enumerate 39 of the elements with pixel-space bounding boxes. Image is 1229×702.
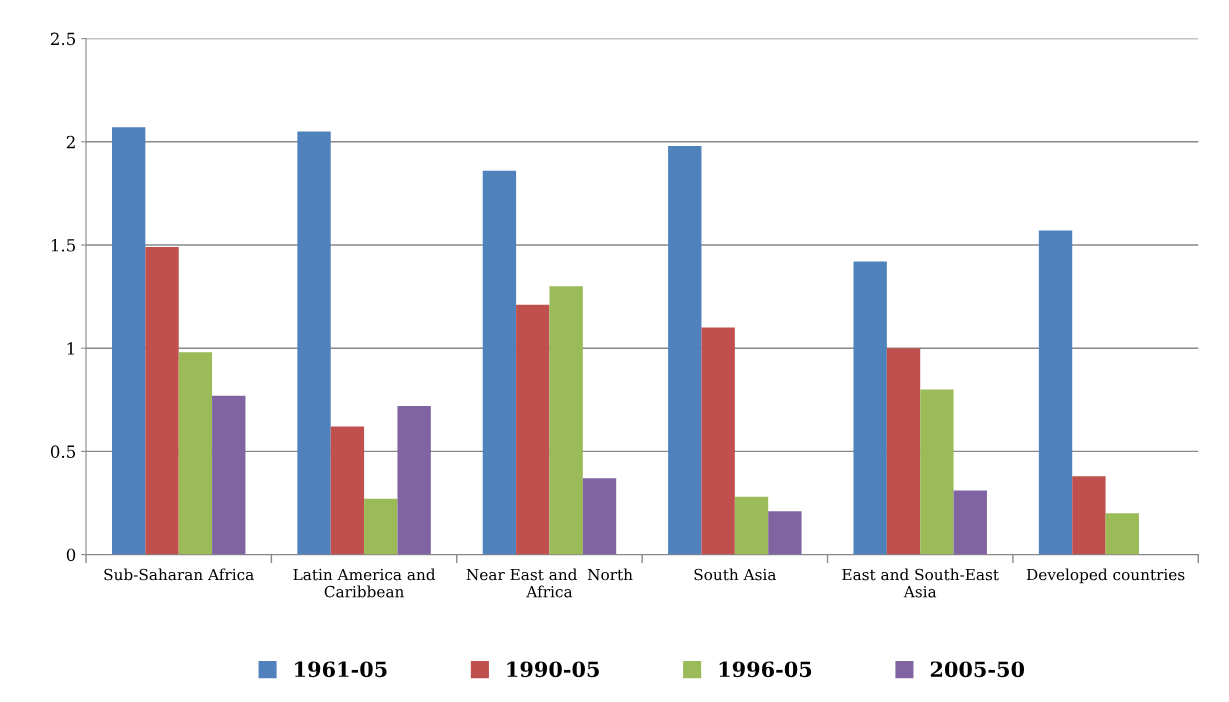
y-tick-label: 1.5 — [51, 238, 76, 252]
bar — [516, 304, 550, 555]
bar — [886, 348, 921, 555]
bar — [920, 389, 954, 555]
x-tick-label: East and South-East Asia — [842, 568, 999, 598]
bar — [145, 247, 179, 555]
legend-label: 1996-05 — [719, 661, 812, 678]
bar — [482, 170, 517, 555]
bar — [768, 511, 802, 555]
bar — [297, 131, 331, 555]
legend-label: 1990-05 — [507, 661, 599, 678]
bar — [111, 127, 146, 555]
bar — [1072, 476, 1106, 555]
bar — [549, 286, 583, 555]
bar — [1105, 513, 1139, 555]
legend-label: 2005-50 — [930, 661, 1025, 678]
bar — [582, 478, 617, 555]
bar — [397, 405, 431, 555]
bar — [212, 395, 246, 555]
bar — [178, 352, 213, 555]
bar — [364, 498, 398, 555]
x-tick-label: Near East and North Africa — [466, 568, 633, 598]
bar — [734, 496, 769, 555]
y-tick-label: 2.5 — [50, 32, 76, 46]
bar — [330, 426, 365, 555]
bar — [668, 145, 702, 555]
bar — [701, 327, 735, 555]
y-tick-label: 1 — [67, 342, 74, 355]
x-tick-label: South Asia — [694, 568, 777, 581]
bar — [1038, 230, 1073, 555]
y-tick-label: 0.5 — [50, 445, 76, 458]
y-tick-label: 0 — [66, 548, 76, 562]
bar — [853, 261, 887, 555]
x-tick-label: Sub-Saharan Africa — [104, 568, 254, 581]
legend-label: 1961-05 — [295, 661, 387, 678]
x-tick-label: Latin America and Caribbean — [293, 568, 436, 598]
y-tick-label: 2 — [66, 135, 75, 149]
x-tick-label: Developed countries — [1026, 568, 1185, 584]
bar — [953, 490, 987, 555]
